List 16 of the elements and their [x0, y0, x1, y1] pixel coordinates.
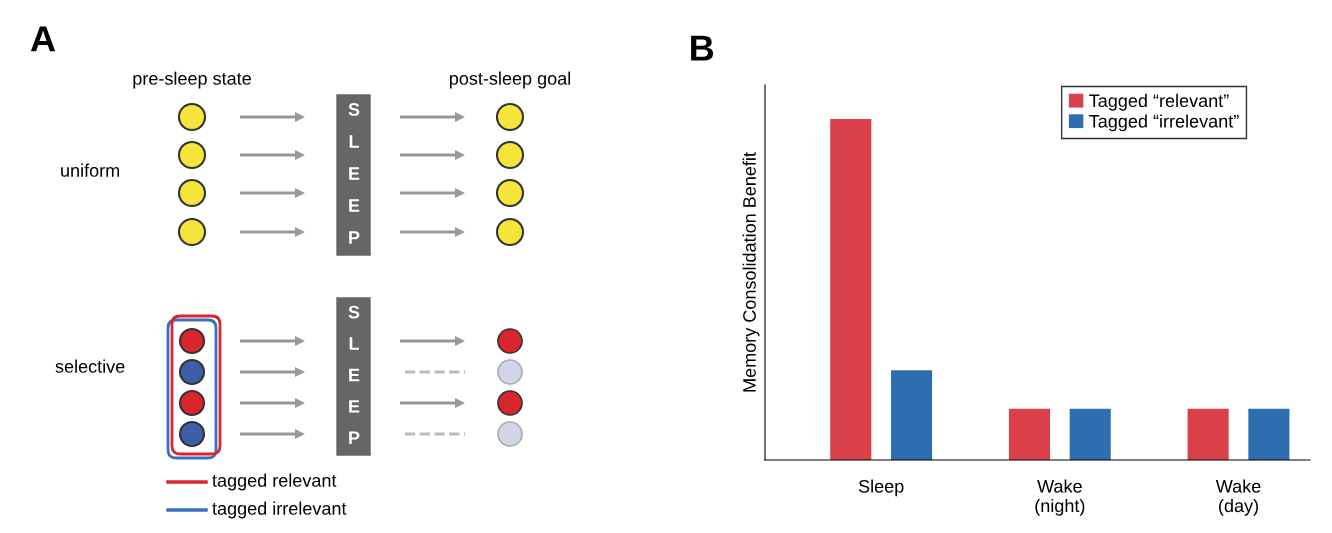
- legend-label: Tagged “irrelevant”: [1089, 114, 1239, 132]
- text: tagged irrelevant: [212, 501, 347, 519]
- text: uniform: [61, 163, 120, 177]
- chart-title: B: [691, 35, 714, 61]
- text: selective: [55, 359, 125, 373]
- x-tick-label: Wake (day): [1215, 479, 1261, 516]
- x-tick-label: Sleep: [858, 479, 904, 497]
- text: post-sleep goal: [449, 71, 571, 89]
- text: A: [30, 26, 56, 52]
- text: SLEEP: [348, 103, 360, 244]
- text: pre-sleep state: [133, 71, 251, 89]
- text: tagged relevant: [212, 473, 337, 491]
- legend-label: Tagged “relevant”: [1089, 93, 1229, 111]
- y-axis-title: Memory Consolidation Benefit: [742, 152, 760, 392]
- text: SLEEP: [348, 305, 360, 444]
- x-tick-label: Wake (night): [1035, 479, 1085, 516]
